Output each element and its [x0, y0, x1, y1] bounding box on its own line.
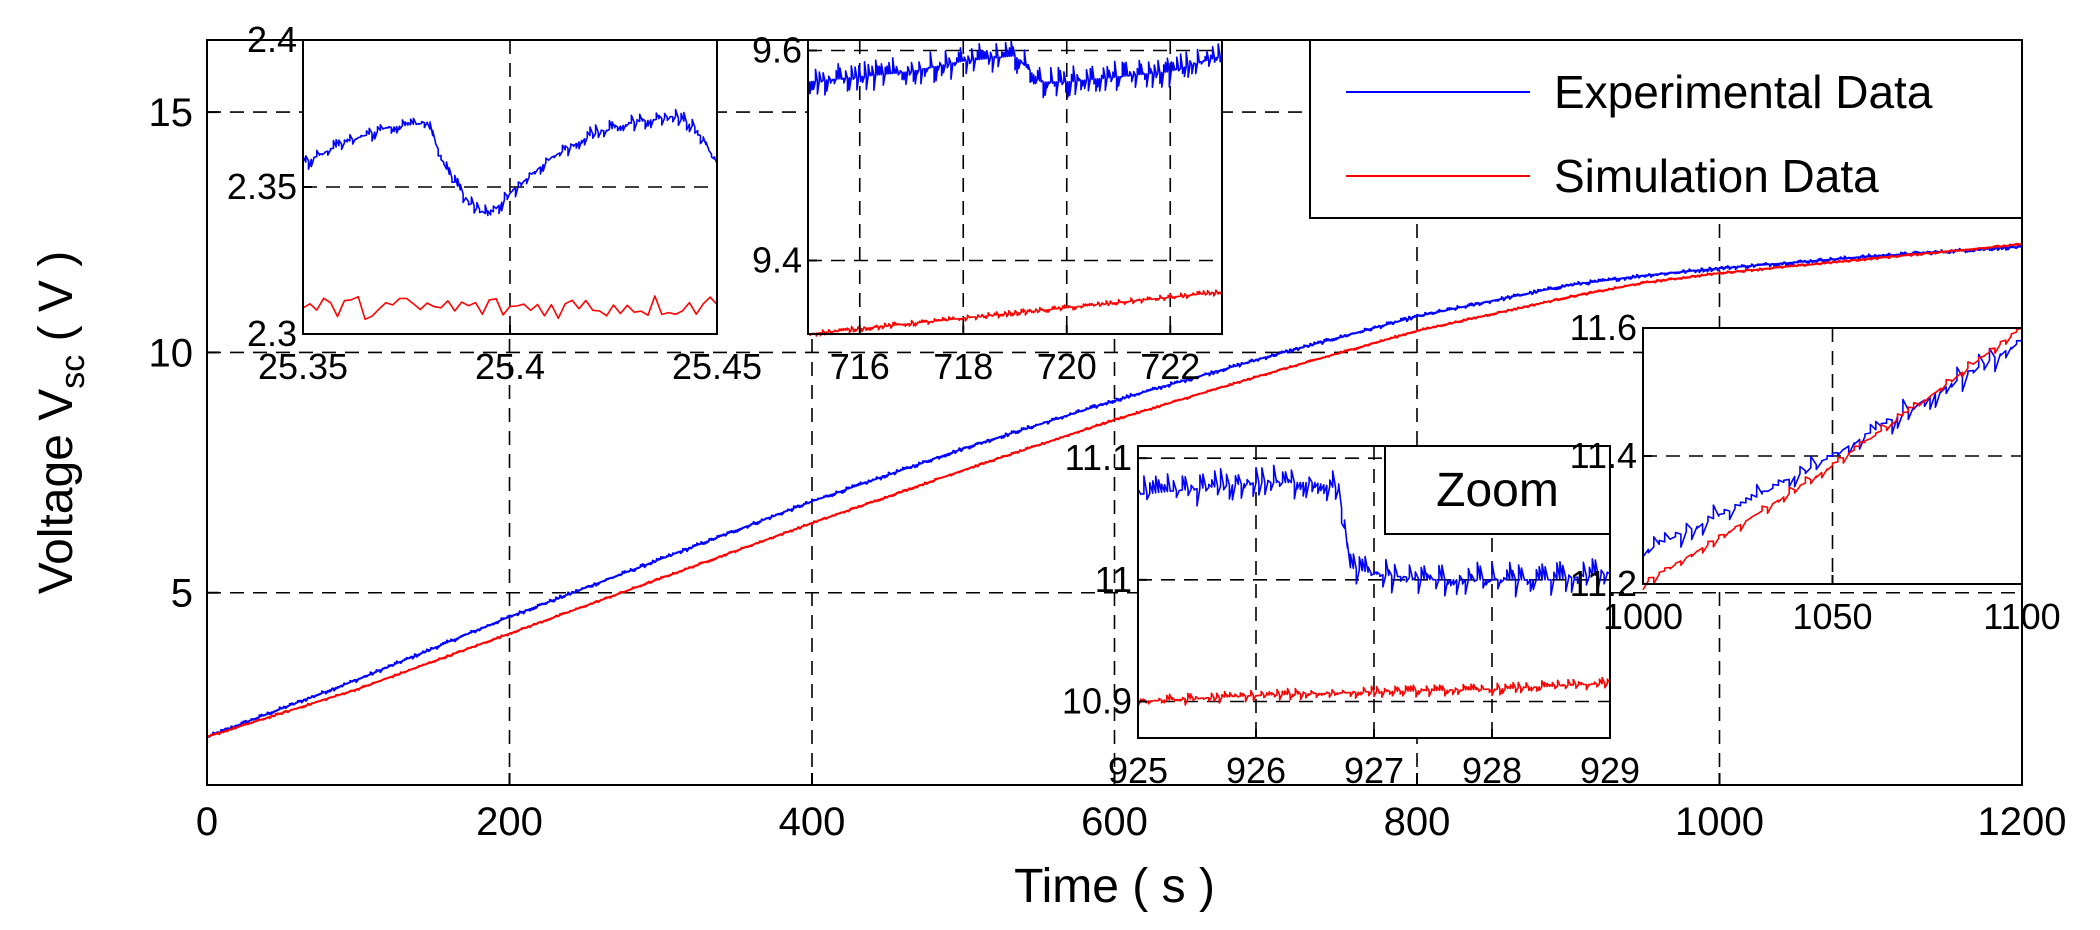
main-xtick-label: 800 — [1384, 800, 1451, 844]
y-axis-label-subscript: sc — [54, 355, 92, 389]
inset-2-series-experimental — [1137, 464, 1611, 598]
inset-2-xtick-label: 927 — [1344, 750, 1404, 791]
inset-3-ytick-label: 11.6 — [1570, 307, 1637, 348]
main-xtick-label: 1200 — [1978, 800, 2067, 844]
y-axis-label-unit: ( V ) — [30, 251, 83, 355]
inset-3-xtick-label: 1050 — [1792, 596, 1872, 637]
inset-2-ytick-label: 11.1 — [1065, 437, 1132, 478]
inset-0-ytick-label: 2.35 — [227, 166, 297, 207]
inset-0-series-simulation — [302, 295, 718, 321]
inset-2-series-simulation — [1137, 676, 1611, 707]
inset-1-xtick-label: 720 — [1037, 346, 1097, 387]
inset-1-ytick-label: 9.4 — [752, 240, 802, 281]
main-xtick-label: 200 — [476, 800, 543, 844]
main-ytick-label: 10 — [149, 331, 194, 375]
x-axis-label: Time ( s ) — [1014, 860, 1215, 913]
inset-1-series-simulation — [807, 289, 1223, 337]
zoom-box — [1384, 445, 1611, 535]
legend-box — [1309, 39, 2023, 219]
inset-0-ytick-label: 2.4 — [247, 19, 297, 60]
inset-2-ytick-label: 10.9 — [1062, 681, 1132, 722]
main-xtick-label: 0 — [196, 800, 218, 844]
inset-0-xtick-label: 25.4 — [475, 346, 545, 387]
inset-0-ytick-label: 2.3 — [247, 313, 297, 354]
inset-0-xtick-label: 25.45 — [672, 346, 762, 387]
inset-2-xtick-label: 926 — [1226, 750, 1286, 791]
inset-1-series-experimental — [807, 40, 1223, 99]
main-xtick-label: 600 — [1081, 800, 1148, 844]
inset-1-xtick-label: 718 — [933, 346, 993, 387]
main-ytick-label: 5 — [171, 572, 193, 616]
zoom-label: Zoom — [1436, 464, 1559, 517]
inset-3-ytick-label: 11.4 — [1570, 435, 1637, 476]
inset-1-axes: 716 718 720 722 9.4 9.6 — [752, 30, 1223, 387]
inset-2-xtick-label: 925 — [1108, 750, 1168, 791]
inset-0-axes: 25.35 25.4 25.45 2.3 2.35 2.4 — [227, 19, 762, 387]
inset-2-xtick-label: 928 — [1462, 750, 1522, 791]
inset-3-ytick-label: 11.2 — [1570, 563, 1637, 604]
inset-3-xtick-label: 1100 — [1983, 596, 2060, 637]
inset-plots: 25.35 25.4 25.45 2.3 2.35 2.4 716 718 720 722 9.4 9… — [227, 19, 2061, 791]
legend-label-simulation: Simulation Data — [1554, 150, 1879, 202]
inset-2-ytick-label: 11 — [1095, 559, 1132, 600]
inset-3-xtick-label: 1000 — [1603, 596, 1683, 637]
y-axis-label-main: Voltage V — [30, 389, 83, 595]
inset-1-xtick-label: 716 — [830, 346, 890, 387]
inset-0-series-experimental — [302, 108, 718, 217]
inset-1-frame — [807, 39, 1223, 335]
main-ytick-label: 15 — [149, 91, 194, 135]
legend-label-experimental: Experimental Data — [1554, 66, 1933, 118]
inset-0-xtick-label: 25.35 — [258, 346, 348, 387]
inset-1-background — [808, 40, 1222, 334]
inset-3-series-simulation — [1642, 327, 2023, 591]
inset-2-axes: 925 926 927 928 929 10.9 11 11.1 Zoom — [1062, 437, 1640, 791]
inset-1-ytick-label: 9.6 — [752, 30, 802, 71]
main-series-simulation — [206, 242, 2023, 738]
y-axis-label: Voltage Vsc ( V ) — [30, 251, 92, 595]
legend: Experimental Data Simulation Data — [1309, 39, 2023, 219]
inset-3-axes: 1000 1050 1100 11.2 11.4 11.6 — [1570, 307, 2061, 637]
inset-3-series-experimental — [1642, 339, 2023, 558]
main-xtick-label: 400 — [779, 800, 846, 844]
main-series-experimental — [206, 243, 2023, 738]
main-xtick-label: 1000 — [1675, 800, 1764, 844]
inset-1-xtick-label: 722 — [1140, 346, 1200, 387]
inset-2-xtick-label: 929 — [1580, 750, 1640, 791]
